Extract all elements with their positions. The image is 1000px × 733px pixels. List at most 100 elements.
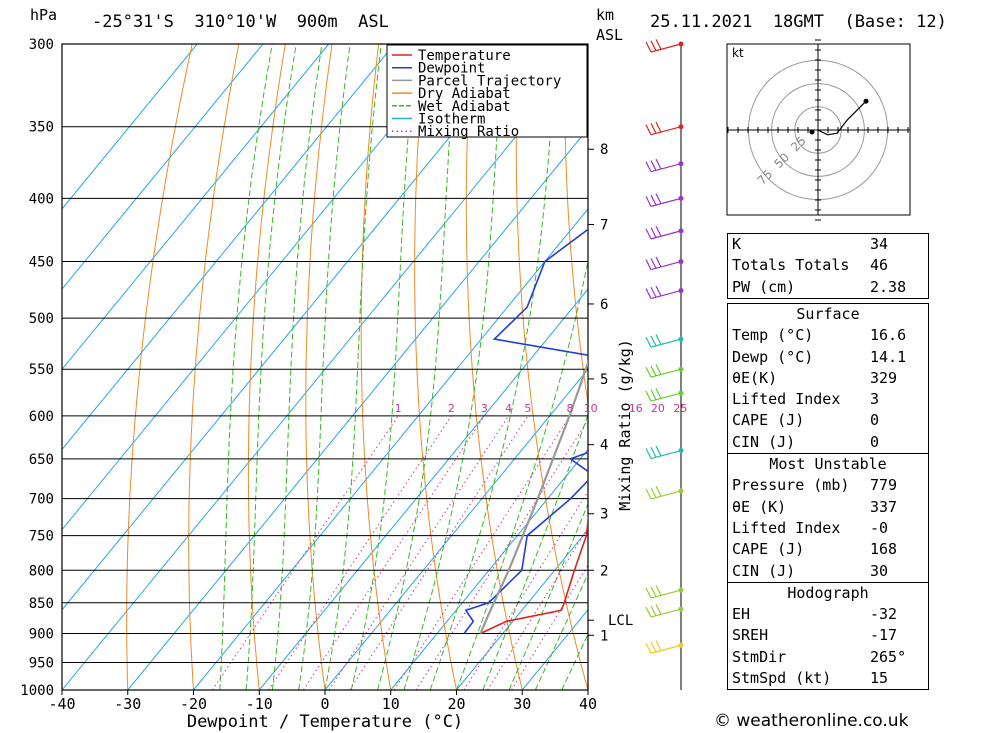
- isotherm-line: [258, 288, 588, 690]
- wind-barb-flag: [655, 364, 662, 375]
- height-unit-km: km: [596, 6, 615, 24]
- x-tick-label: 30: [513, 695, 531, 713]
- x-tick-label: -20: [180, 695, 207, 713]
- wind-barb-flag: [645, 161, 652, 172]
- wet-adiabat-line: [219, 44, 273, 690]
- pressure-tick-label: 800: [29, 563, 54, 579]
- legend-entry: Wet Adiabat: [418, 99, 511, 115]
- km-tick-label: 5: [600, 372, 608, 388]
- wind-barb-flag: [650, 160, 657, 171]
- index-row: CAPE (J) 168: [732, 540, 898, 559]
- index-row: CAPE (J) 0: [732, 411, 880, 430]
- wet-adiabat-line: [534, 572, 588, 690]
- most-unstable-title: Most Unstable: [728, 453, 928, 475]
- wind-barb-flag: [650, 487, 657, 498]
- km-tick-label: 2: [600, 563, 608, 579]
- mixing-ratio-label: 8: [566, 402, 573, 415]
- index-row: PW (cm) 2.38: [732, 277, 907, 296]
- x-tick-label: -10: [246, 695, 273, 713]
- wet-adiabat-line: [456, 258, 588, 690]
- dry-adiabat-line: [985, 44, 1000, 690]
- wind-barb-flag: [650, 257, 657, 269]
- wind-barb-flag: [645, 642, 652, 654]
- wind-barb-flag: [645, 41, 652, 53]
- wind-barb-flag: [655, 226, 662, 237]
- wind-barb-flag: [645, 366, 652, 378]
- index-row: Pressure (mb) 779: [732, 476, 898, 495]
- x-tick-label: 0: [320, 695, 329, 713]
- km-tick-label: 7: [600, 218, 608, 234]
- isotherm-line: [456, 528, 588, 690]
- dry-adiabat-line: [126, 44, 193, 690]
- km-tick-label: 8: [600, 142, 608, 158]
- wet-adiabat-line: [508, 502, 588, 690]
- wind-barb-flag: [650, 40, 657, 51]
- dry-adiabat-line: [305, 44, 333, 690]
- mixing-ratio-label: 4: [505, 402, 512, 415]
- wet-adiabat-line: [271, 44, 323, 690]
- mixing-ratio-line: [393, 415, 571, 690]
- wind-barb-flag: [655, 256, 662, 268]
- index-row: Lifted Index -0: [732, 518, 889, 537]
- mixing-ratio-label: 16: [629, 402, 643, 415]
- wind-barb-flag: [645, 196, 652, 207]
- wind-barb-flag: [645, 336, 652, 348]
- pressure-tick-label: 650: [29, 452, 54, 468]
- isotherm-line: [62, 44, 461, 531]
- wind-barb-flag: [645, 587, 652, 599]
- index-row: EH -32: [732, 605, 898, 624]
- dry-adiabat-line: [360, 44, 392, 690]
- index-row: StmSpd (kt) 15: [732, 669, 889, 688]
- wind-barb-flag: [650, 365, 657, 377]
- wind-barb-flag: [645, 390, 652, 402]
- x-tick-label: 10: [382, 695, 400, 713]
- isotherm-line: [62, 47, 588, 690]
- location-title: -25°31'S 310°10'W 900m ASL: [92, 12, 389, 32]
- wind-barb-flag: [645, 606, 652, 618]
- wind-barb-flag: [655, 334, 662, 345]
- legend-entry: Isotherm: [418, 112, 485, 128]
- credit-link[interactable]: © weatheronline.co.uk: [714, 711, 909, 731]
- x-tick-label: 20: [447, 695, 465, 713]
- legend-entry: Mixing Ratio: [418, 124, 519, 140]
- wet-adiabat-line: [403, 44, 504, 690]
- wind-barb-flag: [655, 121, 662, 133]
- dry-adiabat-line: [465, 44, 523, 690]
- mixing-ratio-label: 3: [481, 402, 488, 415]
- x-tick-label: -30: [114, 695, 141, 713]
- pressure-tick-label: 1000: [20, 683, 54, 699]
- pressure-tick-label: 500: [29, 311, 54, 327]
- storm-motion-point: [809, 129, 815, 135]
- index-row: Totals Totals 46: [732, 256, 889, 275]
- wind-barb-flag: [655, 486, 662, 497]
- mixing-ratio-label: 5: [524, 402, 531, 415]
- legend-entry: Parcel Trajectory: [418, 73, 561, 89]
- pressure-tick-label: 550: [29, 362, 54, 378]
- index-row: θE(K) 329: [732, 368, 898, 387]
- mixing-ratio-label: 1: [395, 402, 402, 415]
- series-line-parcel-trajectory: [479, 359, 588, 634]
- km-tick-label: 3: [600, 507, 608, 523]
- series-line-temperature: [480, 513, 588, 635]
- isotherm-line: [62, 44, 264, 290]
- wind-barb-flag: [655, 285, 662, 297]
- x-tick-label: -40: [48, 695, 75, 713]
- wind-barb-flag: [655, 39, 662, 50]
- index-row: SREH -17: [732, 626, 898, 645]
- isotherm-line: [62, 44, 198, 210]
- dry-adiabat-line: [564, 44, 588, 407]
- surface-table: Surface Temp (°C) 16.6 Dewp (°C) 14.1 θE(K…: [727, 303, 929, 691]
- x-axis-label: Dewpoint / Temperature (°C): [187, 712, 463, 732]
- dry-adiabat-line: [247, 44, 286, 690]
- pressure-tick-label: 700: [29, 492, 54, 508]
- pressure-tick-label: 850: [29, 596, 54, 612]
- legend-entry: Dry Adiabat: [418, 86, 511, 102]
- wind-barb-flag: [655, 604, 662, 615]
- wind-barb-flag: [655, 158, 662, 170]
- wind-barb-flag: [650, 586, 657, 597]
- pressure-tick-label: 350: [29, 120, 54, 136]
- wind-barb-flag: [650, 641, 657, 653]
- pressure-tick-label: 900: [29, 626, 54, 642]
- dry-adiabat-line: [515, 44, 588, 690]
